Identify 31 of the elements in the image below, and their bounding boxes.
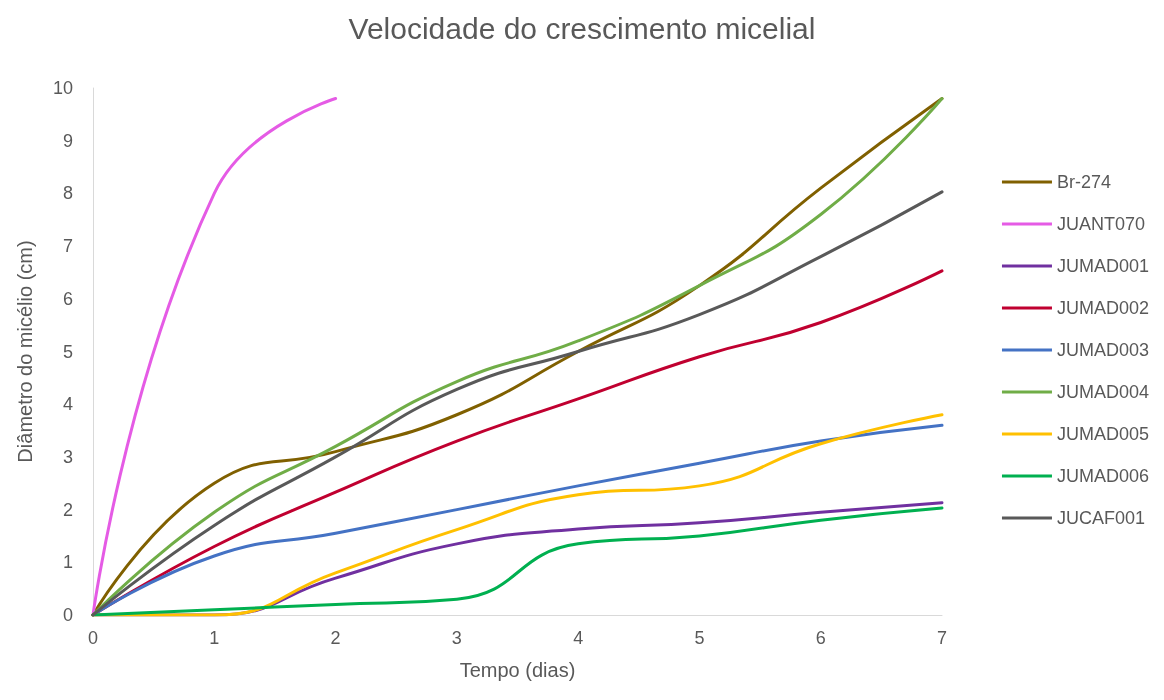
x-tick-label: 5: [694, 628, 705, 648]
y-tick-label: 6: [62, 288, 73, 309]
x-axis-title: Tempo (dias): [459, 659, 576, 681]
legend-label: JUMAD001: [1056, 256, 1149, 276]
y-tick-label: 3: [62, 446, 73, 467]
chart-title: Velocidade do crescimento micelial: [348, 11, 816, 45]
y-axis-title: Diâmetro do micélio (cm): [14, 240, 36, 463]
y-tick-label: 5: [62, 341, 73, 362]
y-tick-label: 7: [62, 236, 73, 257]
y-tick-label: 4: [62, 394, 73, 415]
legend-label: JUANT070: [1056, 214, 1145, 234]
y-tick-label: 9: [62, 130, 73, 151]
x-tick-label: 4: [573, 628, 584, 648]
x-tick-label: 2: [330, 628, 341, 648]
legend-label: JUCAF001: [1056, 508, 1145, 528]
legend-label: JUMAD004: [1056, 382, 1149, 402]
x-tick-label: 0: [87, 628, 99, 648]
y-tick-label: 1: [62, 552, 73, 573]
y-tick-label: 2: [62, 499, 73, 520]
legend-label: JUMAD002: [1056, 298, 1149, 318]
x-tick-label: 3: [451, 628, 462, 648]
x-tick-label: 7: [936, 628, 948, 648]
legend-label: JUMAD005: [1056, 424, 1149, 444]
y-tick-label: 0: [62, 605, 73, 625]
legend-label: Br-274: [1056, 172, 1111, 192]
legend-label: JUMAD003: [1056, 340, 1149, 360]
x-tick-label: 1: [209, 628, 220, 648]
legend-label: JUMAD006: [1056, 466, 1149, 486]
x-tick-label: 6: [815, 628, 826, 648]
y-tick-label: 10: [52, 78, 73, 98]
y-tick-label: 8: [62, 183, 73, 204]
